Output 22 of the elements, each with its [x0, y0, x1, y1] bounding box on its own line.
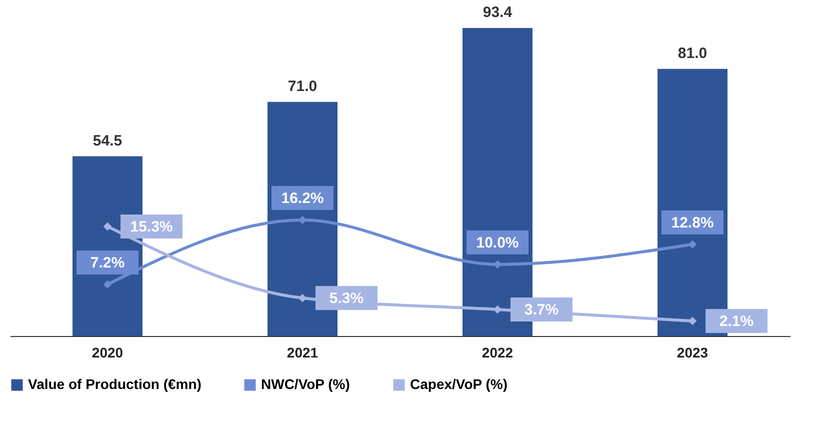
- legend-label: Value of Production (€mn): [28, 376, 202, 392]
- data-label: 93.4: [482, 4, 513, 21]
- legend-label: NWC/VoP (%): [261, 376, 350, 392]
- x-tick-label: 2020: [92, 344, 124, 360]
- point: [688, 240, 697, 249]
- point: [103, 222, 112, 231]
- x-tick-label: 2023: [676, 344, 708, 360]
- data-label: 15.3%: [130, 218, 173, 236]
- x-tick-label: 2022: [482, 344, 514, 360]
- data-label: 3.7%: [524, 302, 559, 319]
- x-tick-label: 2021: [286, 344, 318, 360]
- data-label: 16.2%: [281, 190, 324, 207]
- data-label: 54.5: [92, 132, 122, 150]
- data-label: 81.0: [678, 44, 708, 62]
- data-label: 7.2%: [90, 254, 125, 272]
- data-label: 10.0%: [476, 234, 519, 252]
- data-label: 2.1%: [719, 312, 754, 330]
- legend-label: Capex/VoP (%): [410, 376, 508, 392]
- data-label: 12.8%: [671, 214, 714, 232]
- point: [103, 280, 112, 289]
- data-label: 5.3%: [329, 290, 364, 308]
- data-label: 71.0: [288, 78, 318, 95]
